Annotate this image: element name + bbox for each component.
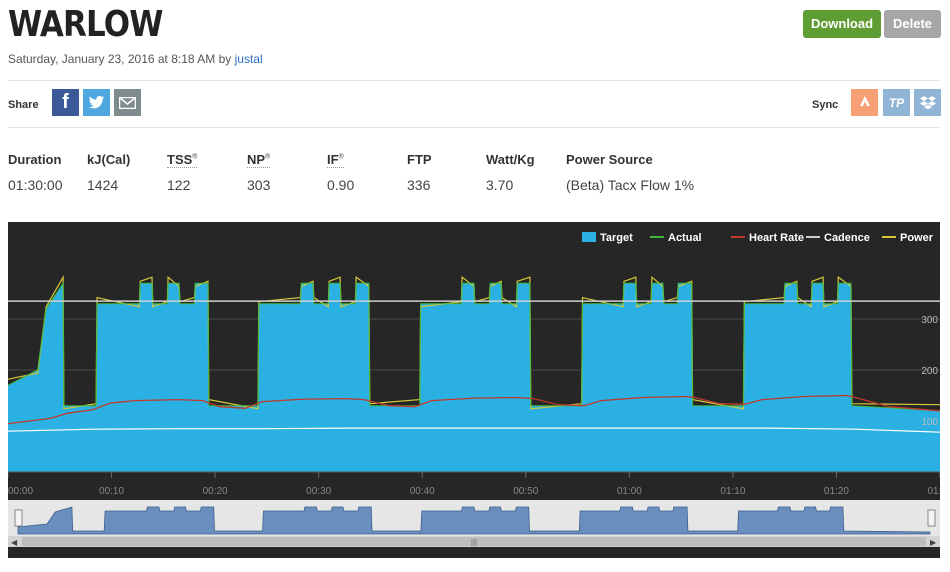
x-tick-label: 00:40 [410,486,435,497]
sync-label: Sync [812,99,839,111]
heart-rate-line [8,394,940,425]
stat-label: Duration [8,152,62,167]
stat-label[interactable]: NP® [247,152,271,168]
x-tick-label: 01:30 [927,486,940,497]
target-area [8,283,940,472]
delete-button[interactable]: Delete [884,10,941,38]
x-tick-label: 00:20 [203,486,228,497]
y-tick-label: 300 [921,315,938,326]
dropbox-icon[interactable] [914,89,941,116]
scroll-grip-icon[interactable]: ||| [471,538,477,547]
scroll-right-icon[interactable]: ▶ [930,538,937,547]
stat-label: kJ(Cal) [87,152,131,167]
navigator-right-handle[interactable] [927,509,936,527]
actual-line [8,281,940,412]
stat-label: FTP [407,152,432,167]
stat-label[interactable]: IF® [327,152,344,168]
x-tick-label: 01:10 [720,486,745,497]
stat-label[interactable]: TSS® [167,152,198,168]
x-tick-label: 00:50 [513,486,538,497]
share-label: Share [8,99,39,111]
divider [8,80,940,81]
author-link[interactable]: justal [234,52,263,66]
legend-label: Cadence [824,232,870,244]
stat-value: 0.90 [327,177,355,193]
download-button[interactable]: Download [803,10,881,38]
x-tick-label: 00:30 [306,486,331,497]
ride-subtitle: Saturday, January 23, 2016 at 8:18 AM by… [8,52,263,66]
x-tick-label: 00:00 [8,486,33,497]
twitter-icon[interactable] [83,89,110,116]
x-tick-label: 01:00 [617,486,642,497]
navigator-left-handle[interactable] [14,509,23,527]
y-tick-label: 100 [921,417,938,428]
navigator-area [17,506,931,535]
legend-label: Target [600,232,633,244]
stat-label: Watt/Kg [486,152,535,167]
cadence-line [8,427,940,433]
page-title: WARLOW [8,4,163,45]
email-icon[interactable] [114,89,141,116]
x-tick-label: 00:10 [99,486,124,497]
scrollbar-thumb[interactable] [22,537,926,546]
stat-value: 122 [167,177,191,193]
divider [8,127,940,128]
power-chart[interactable]: 300 200 100 00:00 00:10 00:20 00:30 00:40 00:50 0… [8,222,940,558]
strava-icon[interactable] [851,89,878,116]
stat-value: 336 [407,177,431,193]
x-tick-label: 01:20 [824,486,849,497]
stat-value: 1424 [87,177,119,193]
y-tick-label: 200 [921,366,938,377]
facebook-icon[interactable]: f [52,89,79,116]
stat-value: 303 [247,177,271,193]
legend-label: Heart Rate [749,232,804,244]
scroll-left-icon[interactable]: ◀ [11,538,18,547]
trainingpeaks-icon[interactable]: TP [883,89,910,116]
stat-value: 3.70 [486,177,514,193]
ride-date: Saturday, January 23, 2016 at 8:18 AM by [8,52,232,66]
legend-label: Actual [668,232,702,244]
stat-label: Power Source [566,152,653,167]
legend-swatch [582,232,596,242]
legend-label: Power [900,232,934,244]
stat-value: 01:30:00 [8,177,63,193]
stat-value: (Beta) Tacx Flow 1% [566,177,695,193]
